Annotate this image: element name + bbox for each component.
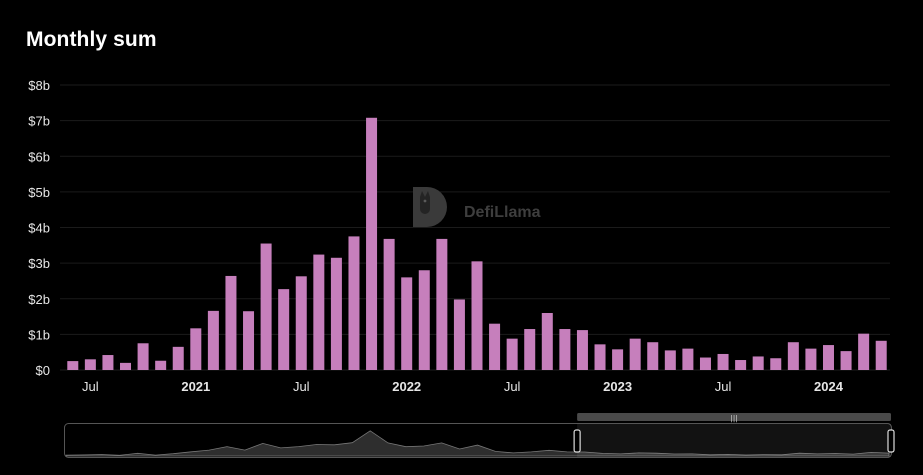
defillama-logo-icon (413, 187, 447, 227)
y-tick-label: $2b (28, 292, 50, 307)
bar[interactable] (858, 333, 870, 370)
bar[interactable] (67, 361, 79, 370)
y-tick-label: $1b (28, 327, 50, 342)
y-tick-label: $5b (28, 185, 50, 200)
x-tick-label: Jul (504, 379, 521, 394)
zoom-grip-icon[interactable]: ||| (731, 415, 738, 423)
bar[interactable] (366, 117, 378, 371)
bar[interactable] (612, 349, 624, 370)
bar[interactable] (348, 236, 360, 370)
bar[interactable] (506, 338, 518, 370)
bar[interactable] (664, 350, 676, 370)
bar[interactable] (172, 346, 184, 370)
bar[interactable] (418, 270, 430, 370)
bar[interactable] (576, 330, 588, 370)
bar[interactable] (682, 348, 694, 370)
bar[interactable] (207, 310, 219, 370)
x-tick-label: 2022 (392, 379, 421, 394)
bar[interactable] (699, 357, 711, 370)
bar[interactable] (137, 343, 149, 370)
x-tick-label: Jul (715, 379, 732, 394)
bar[interactable] (875, 340, 887, 370)
bar[interactable] (278, 289, 290, 370)
bar[interactable] (822, 345, 834, 370)
x-tick-label: 2024 (814, 379, 844, 394)
x-tick-label: Jul (82, 379, 99, 394)
bar[interactable] (120, 362, 132, 370)
bar[interactable] (805, 348, 817, 370)
bar[interactable] (313, 254, 325, 370)
bar[interactable] (629, 338, 641, 370)
bar[interactable] (717, 353, 729, 370)
x-tick-label: 2021 (181, 379, 210, 394)
bar[interactable] (752, 356, 764, 370)
bar[interactable] (295, 276, 307, 370)
bar[interactable] (401, 277, 413, 370)
y-tick-label: $3b (28, 256, 50, 271)
x-tick-label: 2023 (603, 379, 632, 394)
bar[interactable] (647, 342, 659, 370)
x-tick-label: Jul (293, 379, 310, 394)
bar[interactable] (735, 360, 747, 370)
defillama-watermark: DefiLlama (413, 187, 541, 227)
x-axis-ticks: Jul 2021 Jul 2022 Jul 2023 Jul 2024 (82, 379, 844, 394)
bar[interactable] (436, 238, 448, 370)
bar[interactable] (489, 323, 501, 370)
bar[interactable] (594, 344, 606, 370)
bar[interactable] (840, 351, 852, 370)
bar[interactable] (155, 360, 167, 370)
zoom-selection[interactable] (577, 424, 891, 457)
y-axis-ticks: $0 $1b $2b $3b $4b $5b $6b $7b $8b (28, 78, 50, 378)
zoom-mini-chart (65, 430, 890, 457)
bar[interactable] (787, 342, 799, 370)
y-tick-label: $8b (28, 78, 50, 93)
bar[interactable] (225, 275, 237, 370)
bar[interactable] (453, 299, 465, 370)
bar[interactable] (471, 261, 483, 370)
zoom-slider[interactable]: ||| (64, 413, 895, 458)
bar[interactable] (84, 359, 96, 370)
y-tick-label: $7b (28, 114, 50, 129)
bar[interactable] (190, 328, 202, 370)
bar[interactable] (770, 358, 782, 370)
chart-title: Monthly sum (26, 28, 157, 51)
bar[interactable] (524, 329, 536, 370)
bar[interactable] (330, 257, 342, 370)
bars (67, 117, 887, 371)
zoom-drag-bar[interactable] (577, 413, 891, 421)
bar[interactable] (541, 313, 553, 370)
bar[interactable] (383, 238, 395, 370)
y-tick-label: $6b (28, 149, 50, 164)
bar[interactable] (559, 329, 571, 370)
y-tick-label: $4b (28, 221, 50, 236)
bar[interactable] (260, 243, 272, 370)
zoom-handle-left[interactable] (573, 429, 581, 453)
y-tick-label: $0 (36, 363, 50, 378)
bar[interactable] (243, 311, 255, 370)
zoom-handle-right[interactable] (887, 429, 895, 453)
watermark-text: DefiLlama (464, 204, 541, 221)
bar[interactable] (102, 355, 114, 370)
